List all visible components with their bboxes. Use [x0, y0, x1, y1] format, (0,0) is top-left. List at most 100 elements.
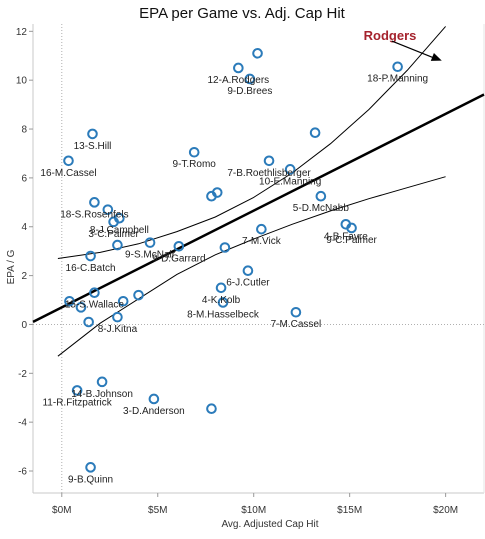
point-label: 11-R.Fitzpatrick — [42, 397, 112, 408]
trend-line — [32, 93, 485, 323]
upper-confidence-band — [57, 26, 446, 259]
data-point — [87, 128, 98, 140]
trend-layer — [32, 26, 485, 357]
y-tick-label: 12 — [16, 27, 28, 38]
point-label: 8-J.Kitna — [98, 324, 138, 335]
point-label: 10-E.Manning — [259, 176, 321, 187]
point-label: 18-S.Rosenfels — [60, 209, 128, 220]
data-point — [75, 302, 87, 313]
data-point — [96, 376, 108, 388]
x-axis-ticks: $0M $5M $10M $15M $20M — [52, 493, 458, 516]
point-label: 9-B.Quinn — [68, 474, 113, 485]
data-point — [102, 204, 114, 215]
y-tick-label: 2 — [21, 271, 27, 282]
data-point — [64, 295, 75, 307]
x-axis-label: Avg. Adjusted Cap Hit — [221, 519, 318, 530]
data-point — [71, 385, 83, 396]
data-point — [219, 242, 231, 253]
point-label: 6-J.Cutler — [226, 278, 270, 289]
y-axis-ticks: -6 -4 -2 0 2 4 6 8 10 12 — [16, 27, 33, 478]
point-label: 16-C.Batch — [66, 263, 116, 274]
y-tick-label: 8 — [21, 125, 27, 136]
y-tick-label: -2 — [18, 369, 27, 380]
lower-confidence-band — [57, 176, 446, 357]
point-label: 3-D.Anderson — [123, 406, 185, 417]
y-tick-label: 0 — [21, 320, 27, 331]
data-point — [244, 73, 256, 85]
x-tick-label: $20M — [433, 505, 458, 516]
data-point — [89, 287, 100, 298]
annotation-arrow-shaft — [391, 40, 437, 60]
point-label: 4-B.Favre — [324, 231, 368, 242]
rodgers-annotation: Rodgers — [364, 28, 417, 43]
data-point — [315, 190, 327, 202]
point-label: 8-M.Hasselbeck — [187, 309, 260, 320]
data-point — [112, 239, 123, 251]
point-label: 15-S.Wallace — [65, 300, 125, 311]
points-layer — [63, 48, 403, 473]
data-point — [148, 393, 160, 405]
point-label: 3-C.Palmer — [88, 229, 139, 240]
data-point — [252, 48, 263, 59]
data-point — [233, 62, 244, 74]
data-point — [85, 250, 96, 262]
point-label: 9-D.Brees — [227, 86, 272, 97]
data-point — [144, 237, 156, 248]
data-point — [117, 295, 129, 307]
y-axis-label: EPA / G — [6, 249, 17, 284]
annotation-layer: Rodgers — [364, 28, 442, 61]
point-label: 8-J.Campbell — [90, 225, 149, 236]
point-label: 9-S.McNair — [125, 250, 176, 261]
x-tick-label: $15M — [337, 505, 362, 516]
data-point — [284, 164, 296, 175]
data-point — [89, 197, 100, 208]
data-point — [392, 61, 403, 73]
point-label: 18-P.Manning — [367, 74, 428, 85]
point-label: 9-C.Palmer — [326, 235, 377, 246]
point-label: 4-K.Kolb — [202, 295, 241, 306]
zero-reference-lines — [33, 24, 484, 493]
y-tick-label: -6 — [18, 467, 27, 478]
point-label: 7-M.Vick — [242, 236, 282, 247]
point-label: 14-B.Johnson — [71, 389, 133, 400]
data-point — [217, 297, 229, 308]
y-tick-label: -4 — [18, 418, 27, 429]
point-label: 7-M.Cassel — [271, 319, 322, 330]
x-tick-label: $5M — [148, 505, 167, 516]
annotation-arrow-head — [430, 52, 442, 61]
data-point — [133, 289, 144, 301]
data-point — [188, 146, 200, 158]
chart-title: EPA per Game vs. Adj. Cap Hit — [139, 5, 345, 22]
point-label: 9-D.Garrard — [152, 253, 205, 264]
data-point — [290, 306, 302, 318]
data-point — [256, 223, 267, 235]
plot-frame — [32, 24, 485, 494]
point-label: 13-S.Hill — [74, 141, 112, 152]
point-label: 7-B.Roethlisberger — [227, 168, 311, 179]
data-point — [215, 282, 227, 294]
data-point — [112, 311, 123, 323]
y-tick-label: 10 — [16, 76, 28, 87]
point-label: 5-D.McNabb — [293, 203, 350, 214]
data-point — [83, 316, 94, 328]
y-tick-label: 4 — [21, 222, 27, 233]
x-tick-label: $0M — [52, 505, 71, 516]
x-tick-label: $10M — [241, 505, 266, 516]
data-point — [85, 462, 96, 473]
point-label: 9-T.Romo — [173, 159, 217, 170]
data-point — [242, 265, 254, 277]
data-point — [63, 155, 74, 167]
data-point — [263, 155, 275, 167]
y-tick-label: 6 — [21, 173, 27, 184]
point-label: 12-A.Rodgers — [207, 75, 269, 86]
data-point — [309, 127, 321, 139]
data-point — [346, 222, 357, 234]
data-point — [173, 240, 185, 252]
point-label: 16-M.Cassel — [40, 168, 96, 179]
data-point — [206, 403, 217, 415]
data-point — [211, 187, 223, 198]
data-point — [114, 212, 125, 224]
